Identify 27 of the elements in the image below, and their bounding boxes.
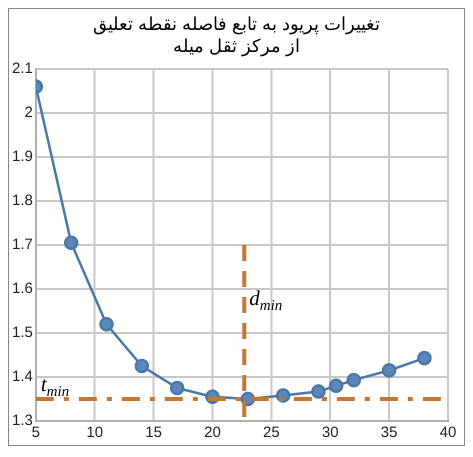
- x-tick-label: 25: [263, 424, 280, 442]
- x-tick-label: 30: [322, 424, 339, 442]
- y-tick-label: 1.5: [12, 324, 33, 342]
- point: [170, 380, 184, 396]
- point: [64, 236, 78, 250]
- y-tick-label: 1.9: [12, 148, 33, 166]
- point: [417, 350, 432, 366]
- point: [328, 378, 344, 394]
- x-tick-label: 40: [440, 424, 456, 442]
- y-tick-label: 2.1: [12, 60, 33, 78]
- y-tick-label: 1.7: [12, 236, 33, 254]
- y-tick-label: 1.6: [12, 280, 33, 298]
- x-tick-label: 10: [86, 424, 104, 442]
- point: [311, 384, 326, 399]
- y-tick-label: 2: [24, 104, 33, 122]
- x-tick-label: 20: [204, 424, 221, 442]
- y-tick-label: 1.8: [12, 192, 33, 210]
- x-tick-label: 35: [380, 424, 398, 442]
- y-tick-label: 1.3: [12, 412, 33, 430]
- point: [382, 363, 396, 378]
- y-tick-label: 1.4: [12, 368, 33, 386]
- x-tick-label: 15: [145, 424, 162, 442]
- x-tick-label: 5: [32, 424, 40, 442]
- point: [346, 372, 362, 388]
- chart-title: تغییرات پریود به تابع فاصله نقطه تعلیق از مرکز ثقل میله: [92, 13, 381, 57]
- point: [99, 316, 114, 332]
- point: [134, 358, 150, 374]
